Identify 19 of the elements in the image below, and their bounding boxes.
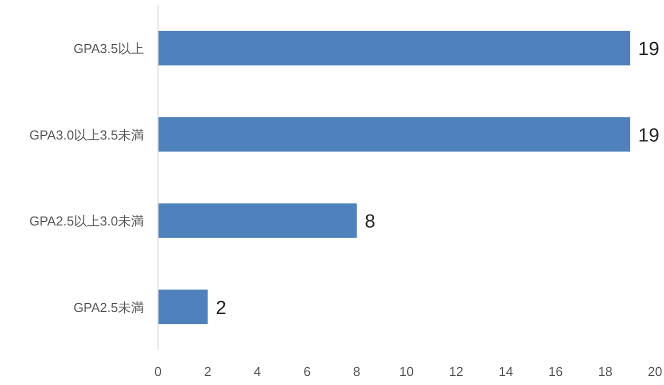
x-tick-label: 4 [254, 364, 262, 379]
y-tick-label: GPA2.5以上3.0未満 [29, 214, 144, 229]
x-tick-label: 6 [303, 364, 311, 379]
x-tick-label: 12 [448, 364, 464, 379]
y-tick-label: GPA3.5以上 [73, 41, 144, 56]
x-tick-label: 18 [598, 364, 613, 379]
x-tick-label: 16 [548, 364, 563, 379]
data-label: 8 [364, 212, 376, 233]
x-tick-label: 14 [498, 364, 514, 379]
data-label: 19 [638, 125, 660, 146]
y-tick-label: GPA3.0以上3.5未満 [29, 127, 144, 142]
x-tick-label: 2 [204, 364, 212, 379]
x-tick-label: 10 [399, 364, 414, 379]
x-tick-label: 0 [154, 364, 162, 379]
x-tick-label: 20 [648, 364, 662, 379]
data-label: 2 [216, 298, 226, 319]
x-tick-label: 8 [353, 364, 360, 379]
data-label: 19 [638, 39, 660, 60]
y-tick-label: GPA2.5未満 [73, 300, 144, 315]
